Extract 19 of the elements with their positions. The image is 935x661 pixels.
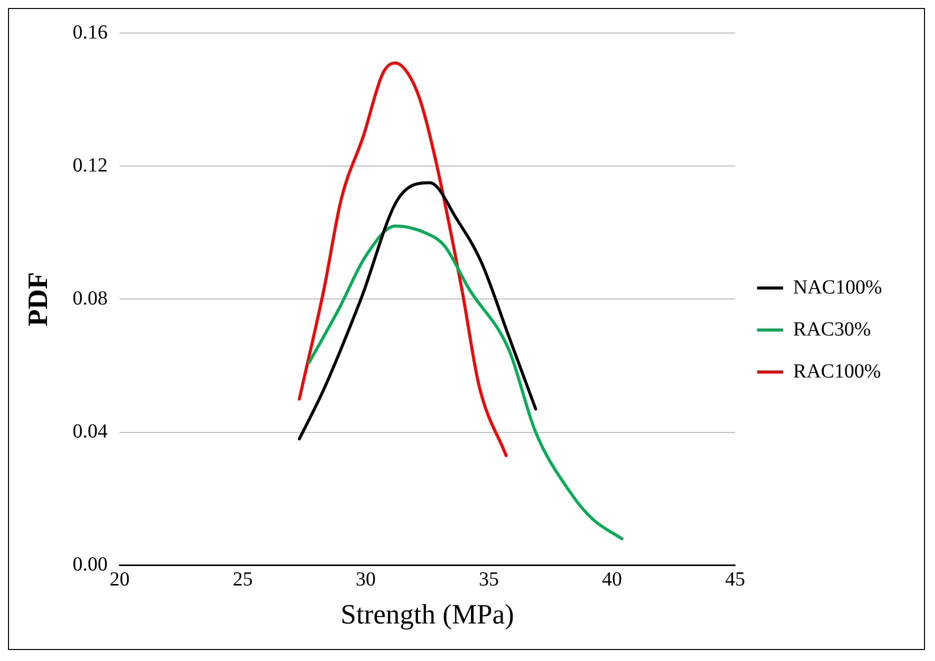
- legend-label: NAC100%: [793, 276, 882, 298]
- x-axis-title: Strength (MPa): [340, 600, 514, 631]
- x-tick-label: 30: [356, 568, 376, 591]
- x-tick-label: 20: [110, 568, 130, 591]
- y-tick-label: 0.04: [72, 420, 108, 443]
- x-tick-label: 25: [232, 568, 253, 591]
- legend-label: RAC100%: [793, 360, 881, 382]
- line-series: [298, 181, 538, 440]
- y-tick-label: 0.00: [72, 554, 108, 576]
- y-tick-label: 0.16: [72, 21, 108, 44]
- line-series: [298, 61, 508, 458]
- line-series: [308, 224, 624, 540]
- y-axis-title: PDF: [23, 272, 54, 326]
- legend-label: RAC30%: [793, 318, 871, 340]
- x-tick-label: 45: [725, 568, 746, 591]
- x-tick-label: 40: [602, 568, 622, 591]
- x-tick-label: 35: [478, 568, 499, 591]
- y-tick-label: 0.12: [72, 154, 108, 176]
- y-tick-label: 0.08: [72, 287, 108, 310]
